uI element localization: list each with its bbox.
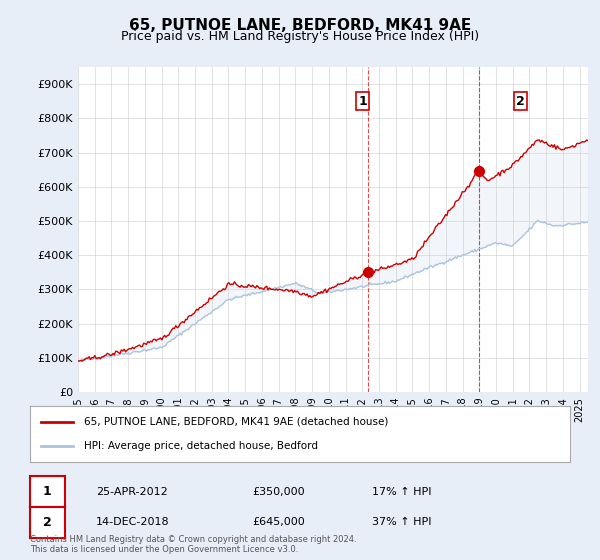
Text: Price paid vs. HM Land Registry's House Price Index (HPI): Price paid vs. HM Land Registry's House … [121, 30, 479, 43]
Text: 2: 2 [43, 516, 52, 529]
Text: 1: 1 [43, 485, 52, 498]
Text: HPI: Average price, detached house, Bedford: HPI: Average price, detached house, Bedf… [84, 441, 318, 451]
Text: £645,000: £645,000 [252, 517, 305, 528]
Text: 14-DEC-2018: 14-DEC-2018 [96, 517, 170, 528]
Text: 17% ↑ HPI: 17% ↑ HPI [372, 487, 431, 497]
Text: 37% ↑ HPI: 37% ↑ HPI [372, 517, 431, 528]
Text: £350,000: £350,000 [252, 487, 305, 497]
Text: 25-APR-2012: 25-APR-2012 [96, 487, 168, 497]
Text: 65, PUTNOE LANE, BEDFORD, MK41 9AE: 65, PUTNOE LANE, BEDFORD, MK41 9AE [129, 18, 471, 33]
Text: 1: 1 [358, 95, 367, 108]
Text: 65, PUTNOE LANE, BEDFORD, MK41 9AE (detached house): 65, PUTNOE LANE, BEDFORD, MK41 9AE (deta… [84, 417, 388, 427]
Text: Contains HM Land Registry data © Crown copyright and database right 2024.
This d: Contains HM Land Registry data © Crown c… [30, 535, 356, 554]
Text: 2: 2 [516, 95, 525, 108]
